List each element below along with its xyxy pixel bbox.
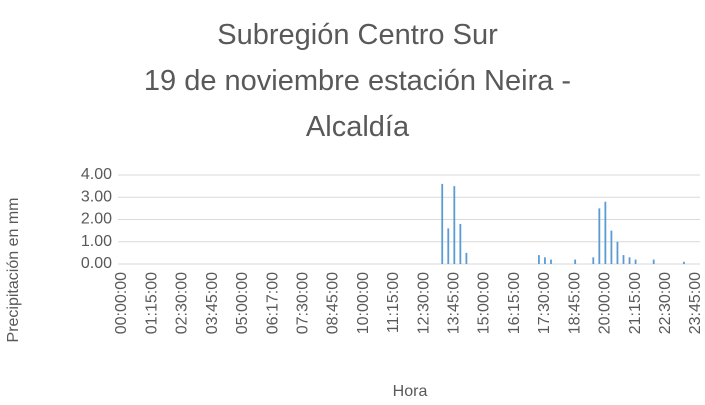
x-tick-label: 21:15:00	[627, 272, 644, 334]
bar	[628, 257, 631, 264]
x-tick-label: 13:45:00	[446, 272, 463, 334]
bar	[604, 201, 607, 264]
x-tick-label: 07:30:00	[294, 272, 311, 334]
x-tick-label: 02:30:00	[174, 272, 191, 334]
x-tick-label: 23:45:00	[687, 272, 704, 334]
x-tick-label: 15:00:00	[476, 272, 493, 334]
bar	[616, 241, 619, 264]
x-tick-label: 20:00:00	[597, 272, 614, 334]
x-axis-label: Hora	[393, 383, 428, 400]
y-tick-label: 4.00	[81, 166, 112, 183]
x-tick-label: 22:30:00	[657, 272, 674, 334]
x-tick-label: 03:45:00	[204, 272, 221, 334]
y-tick-label: 0.00	[81, 255, 112, 272]
bar	[622, 255, 625, 264]
bar	[652, 259, 655, 264]
bar	[610, 230, 613, 264]
x-tick-label: 17:30:00	[536, 272, 553, 334]
x-tick-label: 01:15:00	[143, 272, 160, 334]
x-tick-label: 18:45:00	[566, 272, 583, 334]
bar	[598, 208, 601, 264]
x-tick-label: 12:30:00	[415, 272, 432, 334]
x-tick-label: 10:00:00	[355, 272, 372, 334]
bar	[574, 259, 577, 264]
x-tick-label: 00:00:00	[113, 272, 130, 334]
y-tick-label: 3.00	[81, 188, 112, 205]
bar	[453, 186, 456, 264]
bar	[441, 183, 444, 264]
bar	[447, 228, 450, 264]
x-tick-label: 08:45:00	[325, 272, 342, 334]
x-tick-label: 06:17:00	[264, 272, 281, 334]
x-tick-label: 11:15:00	[385, 272, 402, 333]
bar	[544, 257, 546, 264]
bar	[634, 259, 637, 264]
x-tick-label: 16:15:00	[506, 272, 523, 334]
y-axis-label: Precipitación en mm	[5, 198, 22, 343]
bar	[550, 259, 552, 264]
y-tick-label: 1.00	[81, 233, 112, 250]
x-tick-label: 05:00:00	[234, 272, 251, 334]
bar	[592, 257, 595, 264]
y-tick-label: 2.00	[81, 211, 112, 228]
bar	[538, 255, 540, 264]
bar	[459, 223, 462, 264]
bar	[465, 252, 468, 264]
bar	[683, 261, 685, 264]
chart-title: Subregión Centro Sur 19 de noviembre est…	[143, 19, 572, 143]
